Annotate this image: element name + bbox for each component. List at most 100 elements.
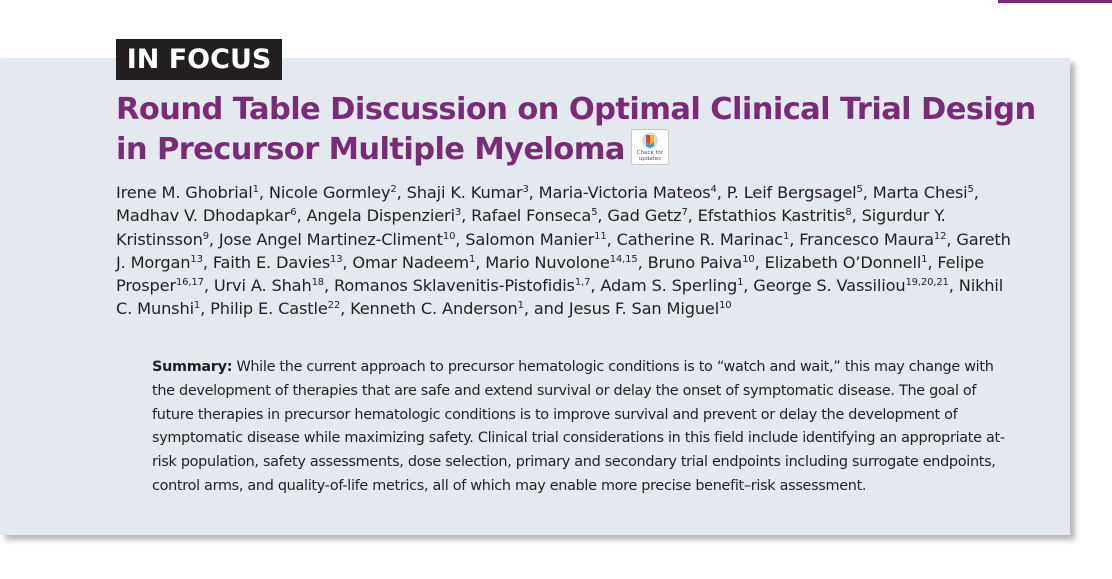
author-affiliation: 14,15 bbox=[609, 253, 638, 265]
author-name: Omar Nadeem bbox=[352, 252, 469, 272]
author: Romanos Sklavenitis-Pistofidis1,7 bbox=[334, 276, 590, 295]
author-affiliation: 1 bbox=[921, 253, 928, 265]
author-separator: , bbox=[637, 252, 648, 272]
summary-paragraph: Summary: While the current approach to p… bbox=[152, 356, 1012, 499]
author-separator: , bbox=[590, 276, 601, 296]
author-affiliation: 1 bbox=[193, 300, 201, 312]
author-separator: , bbox=[200, 299, 211, 319]
author-affiliation: 1 bbox=[517, 300, 524, 312]
author-name: Catherine R. Marinac bbox=[616, 229, 784, 249]
author: Sigurdur Y. Kristinsson9 bbox=[116, 206, 946, 248]
author-separator: , bbox=[754, 252, 765, 272]
author-name: Francesco Maura bbox=[799, 229, 934, 249]
author-separator: , bbox=[597, 206, 608, 226]
author-affiliation: 7 bbox=[681, 207, 688, 219]
author: Rafael Fonseca5 bbox=[471, 206, 597, 225]
crossmark-icon bbox=[641, 132, 658, 149]
author-name: Jesus F. San Miguel bbox=[568, 299, 720, 319]
check-for-updates-button[interactable]: Check for updates bbox=[630, 129, 669, 165]
author-name: Efstathios Kastritis bbox=[697, 206, 846, 226]
author-affiliation: 19,20,21 bbox=[905, 277, 949, 289]
author-name: Elizabeth O’Donnell bbox=[764, 252, 922, 272]
author-name: Kenneth C. Anderson bbox=[350, 299, 518, 319]
author-separator: , bbox=[202, 252, 213, 272]
author-affiliation: 10 bbox=[742, 253, 755, 265]
author-name: Gad Getz bbox=[607, 206, 682, 226]
author: Shaji K. Kumar3 bbox=[407, 183, 529, 202]
author-separator: , bbox=[475, 252, 486, 272]
author-name: Mario Nuvolone bbox=[485, 252, 610, 272]
section-label-badge: IN FOCUS bbox=[116, 39, 282, 80]
author-separator: , bbox=[396, 183, 407, 202]
author-affiliation: 1 bbox=[469, 253, 476, 265]
author-separator: , bbox=[203, 276, 214, 296]
crossmark-label: Check for updates bbox=[636, 150, 664, 162]
author: Marta Chesi5 bbox=[873, 183, 974, 202]
article-header-panel bbox=[0, 58, 1070, 535]
author: P. Leif Bergsagel5 bbox=[727, 183, 863, 202]
author-separator: , bbox=[606, 229, 617, 249]
author-affiliation: 18 bbox=[311, 277, 325, 289]
author-name: Shaji K. Kumar bbox=[406, 183, 523, 202]
author-separator: , bbox=[743, 276, 754, 296]
author-separator: , bbox=[528, 183, 539, 202]
author: Nicole Gormley2 bbox=[269, 183, 397, 202]
author-separator: , bbox=[342, 252, 353, 272]
author: Catherine R. Marinac1 bbox=[617, 230, 790, 249]
author-affiliation: 4 bbox=[710, 184, 717, 195]
author: George S. Vassiliou19,20,21 bbox=[753, 276, 949, 296]
author-separator: , bbox=[324, 276, 335, 296]
author-separator: , and bbox=[523, 299, 569, 319]
author-name: Maria-Victoria Mateos bbox=[538, 183, 711, 202]
author-name: George S. Vassiliou bbox=[753, 276, 906, 296]
author: Elizabeth O’Donnell1 bbox=[765, 253, 928, 272]
author-affiliation: 3 bbox=[522, 184, 529, 195]
author-name: Rafael Fonseca bbox=[471, 206, 592, 226]
author: Maria-Victoria Mateos4 bbox=[539, 183, 717, 202]
author-separator: , bbox=[851, 206, 862, 226]
author-affiliation: 1,7 bbox=[574, 277, 591, 289]
author-affiliation: 1 bbox=[737, 277, 744, 289]
author-name: Jose Angel Martinez-Climent bbox=[218, 229, 443, 249]
author-affiliation: 6 bbox=[290, 207, 297, 219]
author-separator: , bbox=[340, 299, 351, 319]
author-separator: , bbox=[973, 183, 979, 202]
author-affiliation: 8 bbox=[845, 207, 852, 219]
author-name: Bruno Paiva bbox=[647, 252, 743, 272]
author-separator: , bbox=[687, 206, 698, 226]
author-separator: , bbox=[948, 276, 959, 296]
author: Adam S. Sperling1 bbox=[600, 276, 743, 295]
author-name: Salomon Manier bbox=[465, 229, 595, 249]
article-title: Round Table Discussion on Optimal Clinic… bbox=[116, 91, 1036, 169]
author-name: P. Leif Bergsagel bbox=[726, 183, 857, 202]
author-affiliation: 10 bbox=[442, 230, 456, 242]
author-separator: , bbox=[946, 229, 957, 249]
author-name: Nicole Gormley bbox=[268, 183, 391, 202]
summary-text: While the current approach to precursor … bbox=[152, 359, 1005, 494]
author: Kenneth C. Anderson1 bbox=[350, 299, 524, 318]
author-affiliation: 5 bbox=[856, 184, 863, 195]
author-name: Angela Dispenzieri bbox=[306, 206, 455, 226]
author: Efstathios Kastritis8 bbox=[698, 206, 852, 225]
author-name: Marta Chesi bbox=[872, 183, 968, 202]
author-name: Urvi A. Shah bbox=[213, 276, 312, 296]
author-separator: , bbox=[208, 229, 219, 249]
author: Irene M. Ghobrial1 bbox=[116, 183, 259, 202]
author-affiliation: 9 bbox=[202, 230, 209, 242]
author-affiliation: 1 bbox=[252, 184, 259, 195]
author-affiliation: 12 bbox=[933, 230, 947, 242]
author: Bruno Paiva10 bbox=[648, 253, 755, 272]
author-name: Nikhil C. Munshi bbox=[116, 276, 1004, 319]
author-name: Madhav V. Dhodapkar bbox=[116, 206, 291, 226]
author-separator: , bbox=[789, 229, 800, 249]
author-affiliation: 10 bbox=[719, 300, 732, 312]
author: Francesco Maura12 bbox=[799, 230, 946, 249]
author-affiliation: 11 bbox=[594, 230, 607, 242]
author-affiliation: 3 bbox=[454, 207, 462, 219]
top-accent-rule bbox=[998, 0, 1112, 3]
author-separator: , bbox=[296, 206, 307, 226]
author: Angela Dispenzieri3 bbox=[306, 206, 461, 225]
author: Gad Getz7 bbox=[607, 206, 687, 225]
author-separator: , bbox=[927, 252, 938, 272]
author-name: Irene M. Ghobrial bbox=[116, 183, 253, 202]
